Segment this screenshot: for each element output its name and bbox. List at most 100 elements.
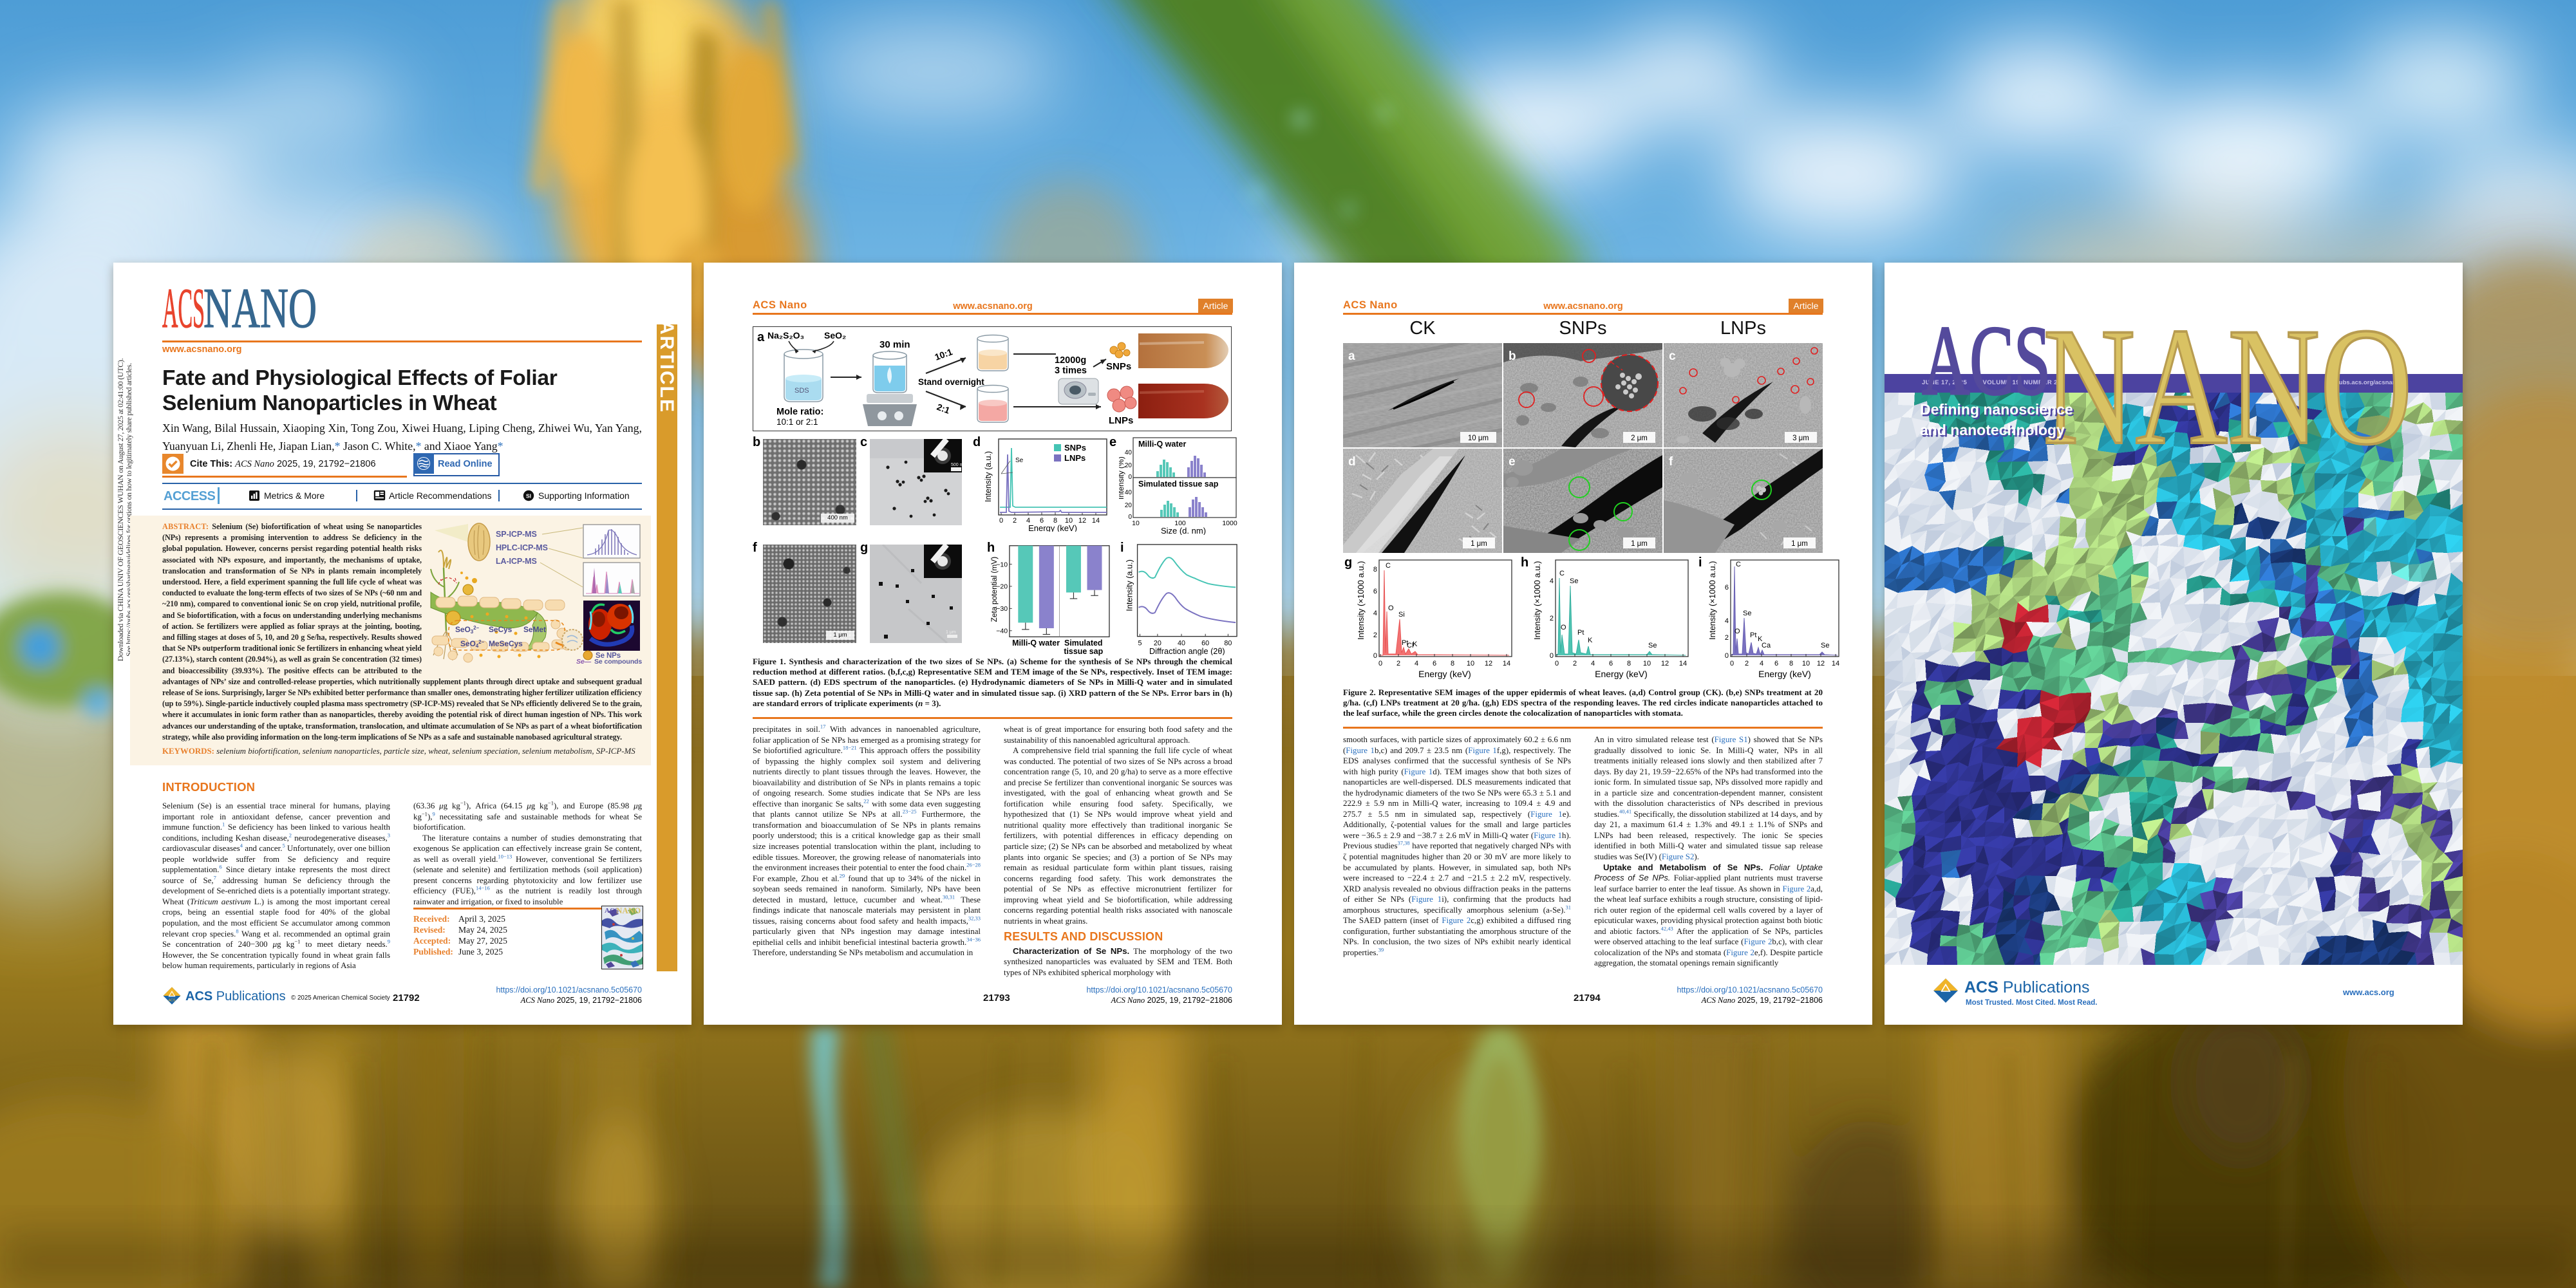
- svg-text:HPLC-ICP-MS: HPLC-ICP-MS: [496, 543, 548, 552]
- svg-text:6: 6: [1725, 584, 1729, 592]
- svg-text:SNPs: SNPs: [1106, 361, 1131, 372]
- svg-text:5: 5: [1138, 639, 1142, 647]
- svg-text:8: 8: [1789, 660, 1793, 667]
- svg-text:1 μm: 1 μm: [1791, 540, 1808, 548]
- svg-text:tissue sap: tissue sap: [1064, 647, 1103, 656]
- svg-text:O: O: [1388, 604, 1394, 612]
- svg-text:8: 8: [1053, 517, 1057, 525]
- svg-text:Se: Se: [1570, 577, 1578, 585]
- svg-text:2: 2: [1550, 615, 1554, 622]
- svg-text:Milli-Q water: Milli-Q water: [1012, 639, 1060, 648]
- svg-text:K: K: [1413, 640, 1418, 648]
- svg-text:14: 14: [1503, 660, 1510, 667]
- svg-text:4: 4: [1725, 617, 1729, 625]
- svg-text:Intensity (%): Intensity (%): [1119, 456, 1125, 499]
- svg-text:14: 14: [1092, 517, 1100, 525]
- svg-text:12: 12: [1817, 660, 1825, 667]
- svg-text:Na₂S₂O₃: Na₂S₂O₃: [767, 330, 804, 341]
- svg-text:8: 8: [1451, 660, 1454, 667]
- svg-text:Simulated: Simulated: [1064, 639, 1102, 648]
- svg-text:0: 0: [1373, 652, 1377, 660]
- svg-text:Intensity (a.u.): Intensity (a.u.): [1125, 559, 1134, 611]
- svg-text:ACS: ACS: [605, 907, 619, 915]
- svg-text:Zeta potential (mV): Zeta potential (mV): [990, 557, 999, 622]
- svg-text:SNPs: SNPs: [1064, 443, 1086, 453]
- svg-text:Si: Si: [1398, 611, 1405, 619]
- svg-text:Mole ratio:: Mole ratio:: [776, 407, 823, 417]
- svg-text:Size (d. nm): Size (d. nm): [1161, 526, 1206, 535]
- svg-text:6: 6: [1040, 517, 1044, 525]
- svg-text:SP-ICP-MS: SP-ICP-MS: [496, 530, 537, 539]
- svg-text:Intensity (×1000 a.u.): Intensity (×1000 a.u.): [1707, 561, 1717, 640]
- svg-text:6: 6: [1774, 660, 1778, 667]
- svg-text:0: 0: [1128, 514, 1132, 521]
- svg-text:2: 2: [1725, 634, 1729, 642]
- svg-text:Intensity (a.u.): Intensity (a.u.): [984, 451, 993, 502]
- svg-text:Energy (keV): Energy (keV): [1758, 669, 1811, 679]
- svg-text:Se: Se: [1015, 457, 1024, 464]
- svg-text:LNPs: LNPs: [1064, 453, 1086, 463]
- svg-text:2:1: 2:1: [935, 402, 952, 416]
- svg-text:8: 8: [1373, 566, 1377, 574]
- svg-text:0: 0: [1730, 660, 1734, 667]
- svg-text:2: 2: [1745, 660, 1749, 667]
- svg-text:4: 4: [1760, 660, 1763, 667]
- svg-text:6: 6: [1609, 660, 1613, 667]
- svg-text:8: 8: [1627, 660, 1631, 667]
- svg-text:1 μm: 1 μm: [1631, 540, 1648, 548]
- svg-text:C: C: [1736, 561, 1741, 568]
- svg-text:1 μm: 1 μm: [946, 630, 956, 635]
- svg-text:a: a: [757, 330, 765, 344]
- svg-text:0: 0: [1725, 652, 1729, 660]
- svg-text:10: 10: [1802, 660, 1810, 667]
- svg-text:C: C: [1559, 570, 1565, 577]
- svg-text:Energy (keV): Energy (keV): [1595, 669, 1648, 679]
- svg-text:Energy (keV): Energy (keV): [1028, 523, 1077, 532]
- svg-text:O: O: [1561, 624, 1566, 631]
- svg-text:500 nm: 500 nm: [951, 463, 962, 467]
- svg-text:4: 4: [1591, 660, 1595, 667]
- svg-text:LNPs: LNPs: [1109, 415, 1133, 426]
- svg-text:14: 14: [1832, 660, 1839, 667]
- svg-text:10: 10: [1467, 660, 1474, 667]
- svg-text:12: 12: [1661, 660, 1669, 667]
- svg-text:Se: Se: [1743, 610, 1751, 617]
- svg-text:Energy (keV): Energy (keV): [1418, 669, 1471, 679]
- svg-text:ACS: ACS: [162, 282, 205, 333]
- svg-text:6: 6: [1433, 660, 1436, 667]
- svg-text:−20: −20: [996, 583, 1008, 591]
- svg-text:10: 10: [1132, 519, 1140, 527]
- svg-text:4: 4: [1415, 660, 1418, 667]
- svg-text:ACS: ACS: [169, 998, 176, 1002]
- svg-text:f: f: [1669, 455, 1673, 469]
- svg-text:NANO: NANO: [616, 906, 641, 915]
- svg-text:−10: −10: [996, 561, 1008, 568]
- svg-text:SeO32− ⁢: SeO32− ⁢: [455, 625, 481, 635]
- svg-text:c: c: [1669, 350, 1676, 363]
- svg-text:4: 4: [1550, 577, 1554, 585]
- svg-text:0: 0: [1550, 652, 1554, 660]
- svg-text:SeO₂: SeO₂: [824, 330, 846, 341]
- svg-text:NANO: NANO: [203, 282, 317, 333]
- svg-text:d: d: [1348, 455, 1356, 469]
- svg-text:Intensity (×1000 a.u.): Intensity (×1000 a.u.): [1532, 561, 1542, 640]
- svg-text:Pt: Pt: [1577, 629, 1584, 637]
- svg-text:Cl: Cl: [1407, 642, 1413, 649]
- svg-text:−30: −30: [996, 605, 1008, 613]
- svg-text:6: 6: [1373, 588, 1377, 595]
- svg-text:SI: SI: [526, 492, 531, 499]
- svg-text:C: C: [1386, 562, 1391, 570]
- svg-text:Diffraction angle (2θ): Diffraction angle (2θ): [1149, 646, 1225, 655]
- svg-text:14: 14: [1679, 660, 1687, 667]
- svg-text:Se: Se: [1648, 642, 1657, 649]
- svg-text:2: 2: [1396, 660, 1400, 667]
- svg-text:30 min: 30 min: [879, 339, 910, 350]
- svg-text:40: 40: [1125, 489, 1133, 496]
- svg-text:Se—: Se—: [576, 658, 592, 664]
- svg-text:LA-ICP-MS: LA-ICP-MS: [496, 557, 537, 566]
- svg-text:40: 40: [1178, 639, 1185, 647]
- svg-text:K: K: [1758, 635, 1763, 643]
- svg-text:Ca: Ca: [1762, 642, 1771, 649]
- svg-text:Stand overnight: Stand overnight: [918, 377, 984, 387]
- svg-text:K: K: [1588, 637, 1593, 644]
